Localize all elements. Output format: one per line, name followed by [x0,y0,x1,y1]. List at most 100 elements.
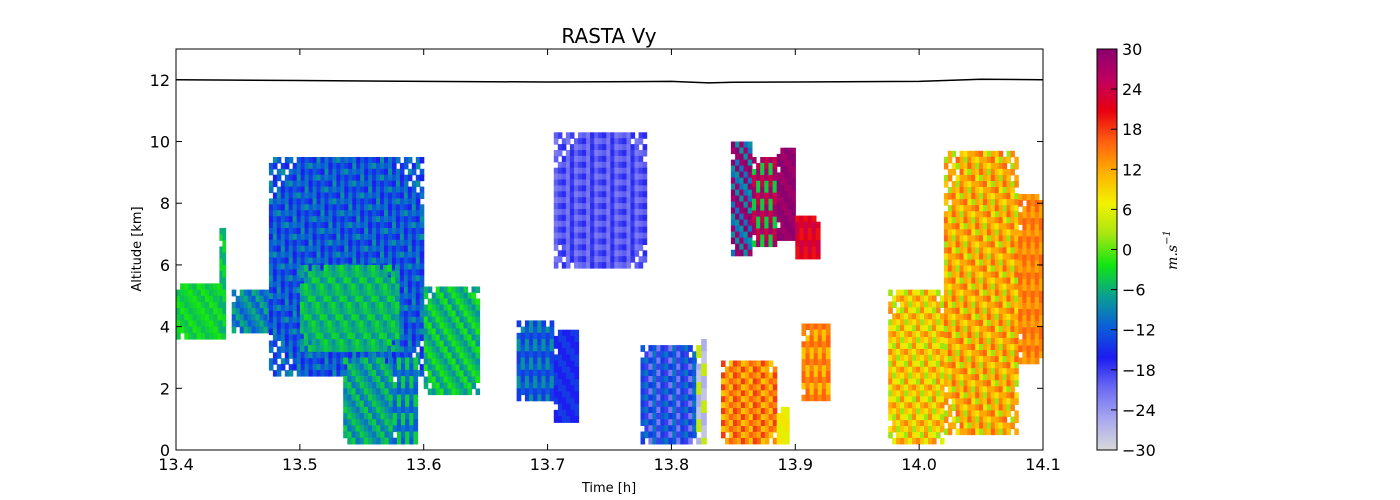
data-region [776,406,790,445]
data-cell [660,400,665,408]
data-cell [943,235,949,242]
data-cell [276,316,282,324]
data-cell [735,141,740,149]
data-cell [640,369,646,377]
data-cell [399,328,405,336]
data-cell [351,376,357,383]
data-cell [772,198,778,206]
data-cell [594,262,599,269]
data-cell [676,376,681,383]
data-cell [634,155,640,163]
data-cell [315,339,321,346]
data-cell [892,354,897,362]
data-cell [660,369,665,377]
data-cell [986,174,992,182]
data-cell [688,437,693,445]
data-cell [975,350,980,357]
data-cell [971,253,976,260]
data-cell [967,289,972,297]
data-cell [900,384,905,391]
data-cell [562,372,567,380]
data-cell [409,437,414,445]
data-cell [963,350,968,357]
data-cell [924,307,929,314]
data-cell [787,190,793,198]
data-cell [344,198,349,205]
data-cell [335,295,341,303]
data-cell [344,192,349,199]
data-cell [415,157,421,164]
data-cell [276,239,282,247]
data-cell [284,228,290,235]
data-cell [359,394,365,402]
data-cell [411,287,417,294]
data-cell [630,185,636,192]
data-cell [979,325,984,333]
data-cell [359,406,365,414]
data-cell [947,350,953,357]
data-cell [979,307,984,315]
data-cell [537,363,542,371]
data-cell [396,357,402,365]
data-cell [303,301,309,309]
data-cell [371,320,376,328]
data-cell [912,337,917,344]
data-cell [979,277,984,285]
data-cell [888,384,893,391]
data-cell [959,235,965,242]
data-cell [399,251,405,259]
data-cell [955,211,961,218]
data-cell [787,160,793,167]
data-cell [569,132,575,139]
data-cell [395,264,400,272]
data-cell [335,332,341,340]
data-cell [360,239,365,247]
data-cell [407,352,413,359]
data-cell [435,358,441,366]
data-cell [760,420,766,427]
data-cell [821,329,827,336]
data-cell [339,289,345,297]
data-cell [764,162,769,170]
data-cell [990,386,996,393]
data-cell [809,382,815,390]
data-cell [939,301,945,308]
data-cell [725,390,730,397]
data-cell [740,408,746,415]
data-cell [411,269,417,276]
data-cell [529,339,534,346]
data-cell [447,316,453,324]
data-cell [756,216,761,224]
data-cell [516,388,522,396]
data-cell [780,406,786,414]
data-cell [320,352,326,359]
data-cell [721,402,726,409]
data-cell [610,150,615,157]
data-cell [284,216,290,223]
data-cell [776,209,781,217]
data-cell [529,326,534,334]
data-cell [364,157,369,164]
data-cell [979,392,984,399]
data-cell [537,345,542,352]
data-cell [825,371,831,378]
data-cell [399,216,405,223]
data-cell [896,289,901,297]
data-cell [399,228,405,235]
data-cell [888,337,893,344]
data-cell [276,299,282,306]
data-cell [427,358,433,366]
data-cell [574,329,580,337]
data-cell [809,323,815,330]
data-cell [176,314,181,322]
data-cell [300,168,306,176]
data-cell [401,425,406,433]
data-cell [304,228,310,235]
data-cell [299,320,305,328]
data-cell [594,179,599,186]
data-cell [363,314,368,322]
data-cell [986,380,992,387]
data-cell [614,167,619,175]
data-cell [415,328,421,336]
data-cell [963,392,968,399]
